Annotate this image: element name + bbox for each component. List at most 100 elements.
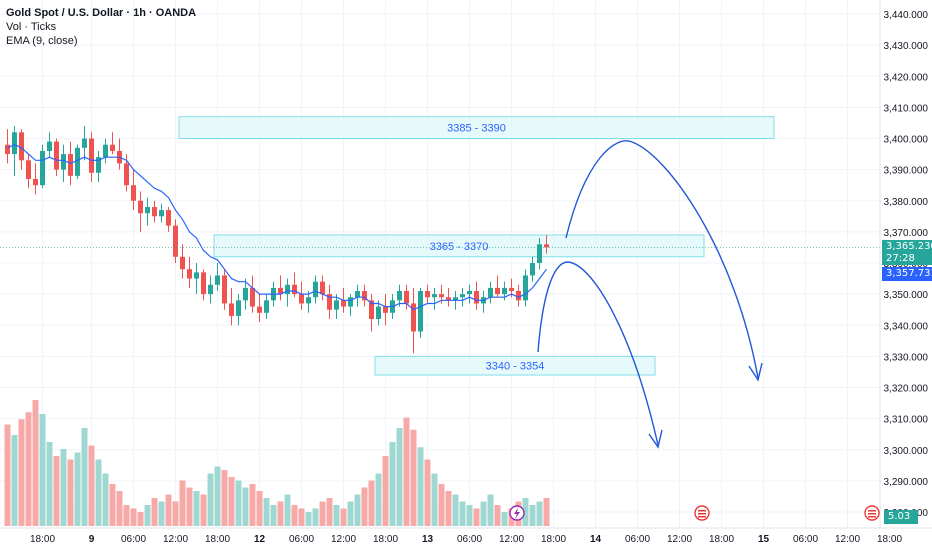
candle-body — [320, 281, 325, 295]
volume-bar — [543, 498, 550, 526]
candle-body — [152, 206, 157, 217]
volume-bar — [389, 442, 396, 526]
candle-body — [439, 294, 444, 298]
candle-body — [530, 263, 535, 276]
volume-bar — [466, 505, 473, 526]
price-tick-label: 3,290.000 — [884, 477, 929, 488]
candle-body — [201, 272, 206, 295]
volume-bar — [242, 487, 249, 526]
candle-body — [467, 291, 472, 295]
zone-box — [178, 116, 775, 140]
time-tick-label: 15 — [758, 534, 770, 545]
candle-body — [243, 287, 248, 301]
volume-bar — [116, 491, 123, 526]
time-axis[interactable]: 18:00 9 06:00 12:00 18:00 12 06:00 12:00 18:00 13… — [0, 527, 932, 550]
candle-body — [509, 287, 514, 292]
time-tick-label: 06:00 — [793, 534, 818, 545]
candle-body — [397, 291, 402, 301]
volume-bar — [235, 480, 242, 526]
candle-body — [208, 284, 213, 295]
candle-body — [159, 210, 164, 217]
upper-projection-arrow — [565, 140, 759, 379]
candle-body — [313, 281, 318, 298]
time-tick-label: 12:00 — [499, 534, 524, 545]
candle-body — [334, 300, 339, 310]
price-tick-label: 3,330.000 — [884, 352, 929, 363]
time-tick-label: 18:00 — [205, 534, 230, 545]
candle-body — [299, 294, 304, 304]
volume-bar — [347, 501, 354, 526]
volume-bar — [473, 508, 480, 526]
volume-bar — [214, 466, 221, 526]
time-tick-label: 18:00 — [541, 534, 566, 545]
candle-body — [222, 275, 227, 304]
volume-bar — [74, 452, 81, 526]
candle-body — [180, 256, 185, 270]
time-tick-label: 18:00 — [709, 534, 734, 545]
candle-body — [68, 154, 73, 176]
candle-body — [166, 210, 171, 226]
candle-body — [96, 157, 101, 173]
candle-body — [54, 141, 59, 170]
symbol-title[interactable]: Gold Spot / U.S. Dollar · 1h · OANDA — [6, 7, 197, 19]
volume-bar — [536, 501, 543, 526]
volume-bar — [46, 442, 53, 526]
candle-body — [40, 150, 45, 186]
volume-bar — [39, 414, 46, 526]
candle-body — [236, 300, 241, 316]
price-tick-label: 3,410.000 — [884, 103, 929, 114]
ema-value-tag: 3,357.731 — [882, 267, 932, 281]
time-tick-label: 18:00 — [877, 534, 902, 545]
volume-bar — [452, 494, 459, 526]
time-axis-bg — [0, 528, 932, 550]
volume-bar — [424, 459, 431, 526]
ema-indicator-label[interactable]: EMA (9, close) — [6, 35, 78, 47]
candle-body — [516, 291, 521, 301]
time-tick-label: 9 — [89, 534, 95, 545]
price-tick-label: 3,310.000 — [884, 415, 929, 426]
candle-body — [404, 291, 409, 304]
event-markers[interactable] — [509, 505, 880, 521]
volume-bar — [291, 505, 298, 526]
candle-body — [460, 294, 465, 298]
volume-bar — [109, 484, 116, 526]
zone-label: 3385 - 3390 — [447, 123, 506, 135]
price-tick-label: 3,350.000 — [884, 290, 929, 301]
volume-bar — [81, 428, 88, 526]
price-tick-label: 3,430.000 — [884, 41, 929, 52]
volume-bar — [256, 491, 263, 526]
candle-body — [446, 297, 451, 301]
candle-body — [110, 144, 115, 151]
volume-bar — [11, 435, 18, 526]
zone-label: 3365 - 3370 — [430, 241, 489, 253]
price-tick-label: 3,370.000 — [884, 228, 929, 239]
volume-bar — [270, 505, 277, 526]
time-tick-label: 06:00 — [625, 534, 650, 545]
us-flag-icon — [694, 505, 710, 521]
candle-body — [173, 225, 178, 257]
projection-arrows — [537, 140, 763, 449]
volume-bar — [319, 501, 326, 526]
volume-bar — [144, 505, 151, 526]
volume-bar — [25, 412, 32, 526]
candle-body — [292, 284, 297, 295]
volume-bar — [522, 498, 529, 526]
volume-bar — [277, 501, 284, 526]
volume-bar — [172, 501, 179, 526]
volume-bar — [151, 498, 158, 526]
volume-bar — [438, 484, 445, 526]
countdown-tag: 27:28 — [882, 253, 932, 265]
volume-bar — [179, 480, 186, 526]
volume-indicator-label[interactable]: Vol · Ticks — [6, 21, 57, 33]
volume-bar — [333, 505, 340, 526]
price-tick-label: 3,340.000 — [884, 321, 929, 332]
time-tick-label: 12:00 — [667, 534, 692, 545]
upper-arrowhead — [748, 362, 763, 382]
volume-bar — [480, 501, 487, 526]
volume-bar — [53, 456, 60, 526]
ema-line — [7, 144, 547, 311]
us-flag-icon — [864, 505, 880, 521]
candle-body — [488, 287, 493, 298]
price-tick-label: 3,400.000 — [884, 135, 929, 146]
